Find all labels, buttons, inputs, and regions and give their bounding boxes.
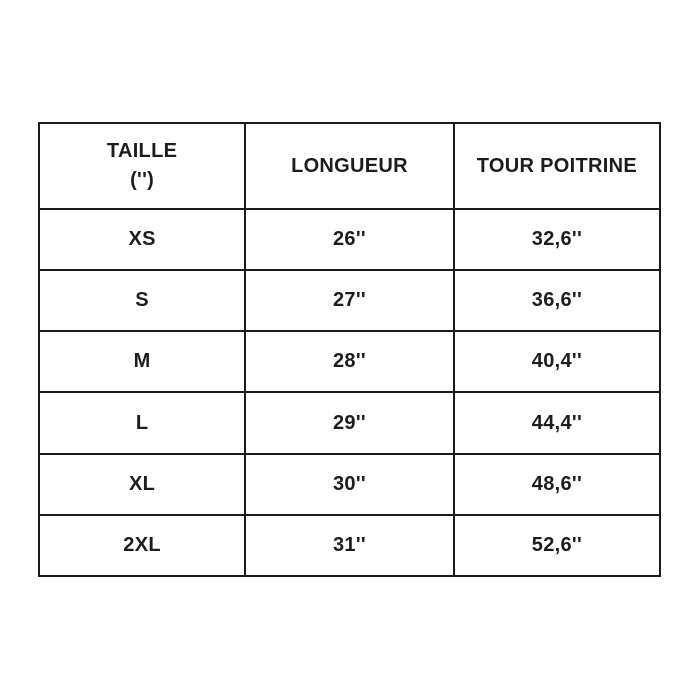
cell-length: 29'' bbox=[244, 391, 455, 455]
table-row: M 28'' 40,4'' bbox=[37, 330, 662, 394]
header-size: TAILLE ('') bbox=[37, 122, 247, 210]
cell-size: XL bbox=[37, 452, 247, 516]
header-row: TAILLE ('') LONGUEUR TOUR POITRINE bbox=[37, 122, 662, 210]
cell-length: 28'' bbox=[244, 330, 455, 394]
header-chest: TOUR POITRINE bbox=[452, 122, 662, 210]
header-length: LONGUEUR bbox=[244, 122, 455, 210]
cell-chest: 36,6'' bbox=[452, 269, 662, 333]
cell-chest: 48,6'' bbox=[452, 452, 662, 516]
table-row: XS 26'' 32,6'' bbox=[37, 207, 662, 272]
table-row: L 29'' 44,4'' bbox=[37, 391, 662, 455]
table-row: XL 30'' 48,6'' bbox=[37, 452, 662, 516]
table-row: 2XL 31'' 52,6'' bbox=[37, 513, 662, 578]
cell-size: M bbox=[37, 330, 247, 394]
table-row: S 27'' 36,6'' bbox=[37, 269, 662, 333]
cell-chest: 32,6'' bbox=[452, 207, 662, 272]
cell-size: S bbox=[37, 269, 247, 333]
cell-length: 30'' bbox=[244, 452, 455, 516]
header-size-unit: ('') bbox=[130, 169, 155, 191]
header-size-title: TAILLE bbox=[106, 140, 178, 162]
cell-size: L bbox=[37, 391, 247, 455]
cell-chest: 40,4'' bbox=[452, 330, 662, 394]
cell-size: 2XL bbox=[37, 513, 247, 578]
cell-length: 31'' bbox=[244, 513, 455, 578]
cell-chest: 44,4'' bbox=[452, 391, 662, 455]
cell-length: 27'' bbox=[244, 269, 455, 333]
cell-size: XS bbox=[37, 207, 247, 272]
cell-chest: 52,6'' bbox=[452, 513, 662, 578]
cell-length: 26'' bbox=[244, 207, 455, 272]
size-chart-table: TAILLE ('') LONGUEUR TOUR POITRINE XS 26… bbox=[37, 122, 662, 578]
